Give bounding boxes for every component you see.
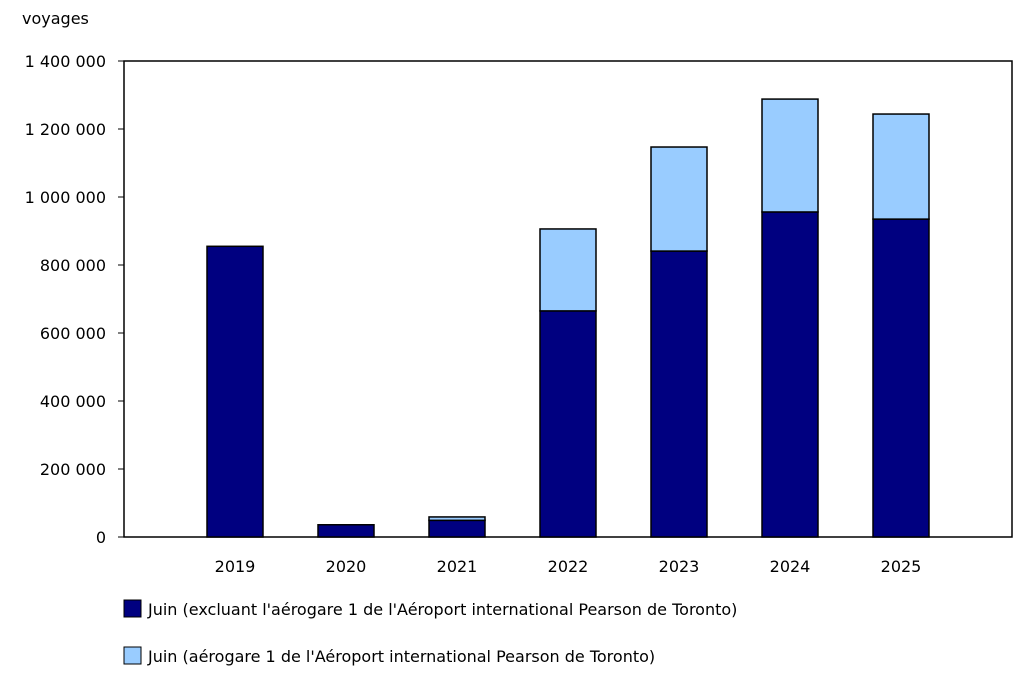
bar-2022-series-2 bbox=[539, 228, 597, 312]
x-tick-label: 2019 bbox=[215, 557, 256, 576]
x-tick-label: 2020 bbox=[326, 557, 367, 576]
bar-2021-series-2 bbox=[428, 516, 486, 522]
legend-swatch bbox=[123, 646, 142, 665]
y-tick-label: 200 000 bbox=[40, 460, 106, 479]
y-tick-label: 1 400 000 bbox=[25, 52, 106, 71]
bar-2022-series-1 bbox=[539, 310, 597, 538]
y-tick-label: 0 bbox=[96, 528, 106, 547]
y-tick-label: 400 000 bbox=[40, 392, 106, 411]
bar-2020-series-1 bbox=[317, 524, 375, 538]
x-tick-label: 2022 bbox=[548, 557, 589, 576]
y-tick-label: 600 000 bbox=[40, 324, 106, 343]
y-tick-label: 1 200 000 bbox=[25, 120, 106, 139]
x-tick-label: 2023 bbox=[659, 557, 700, 576]
bar-2021-series-1 bbox=[428, 519, 486, 538]
bar-2024-series-2 bbox=[761, 98, 819, 213]
bar-2023-series-2 bbox=[650, 146, 708, 252]
bar-2019-series-1 bbox=[206, 245, 264, 538]
y-axis-label: voyages bbox=[22, 9, 89, 28]
x-tick-label: 2021 bbox=[437, 557, 478, 576]
legend-swatch bbox=[123, 599, 142, 618]
bar-2024-series-1 bbox=[761, 211, 819, 538]
x-tick-label: 2024 bbox=[770, 557, 811, 576]
legend-label: Juin (aérogare 1 de l'Aéroport internati… bbox=[147, 647, 655, 666]
legend-label: Juin (excluant l'aérogare 1 de l'Aéropor… bbox=[147, 600, 737, 619]
x-tick-label: 2025 bbox=[881, 557, 922, 576]
bar-2025-series-2 bbox=[872, 113, 930, 220]
bar-2023-series-1 bbox=[650, 250, 708, 538]
bar-2025-series-1 bbox=[872, 218, 930, 538]
y-tick-label: 1 000 000 bbox=[25, 188, 106, 207]
y-tick-label: 800 000 bbox=[40, 256, 106, 275]
